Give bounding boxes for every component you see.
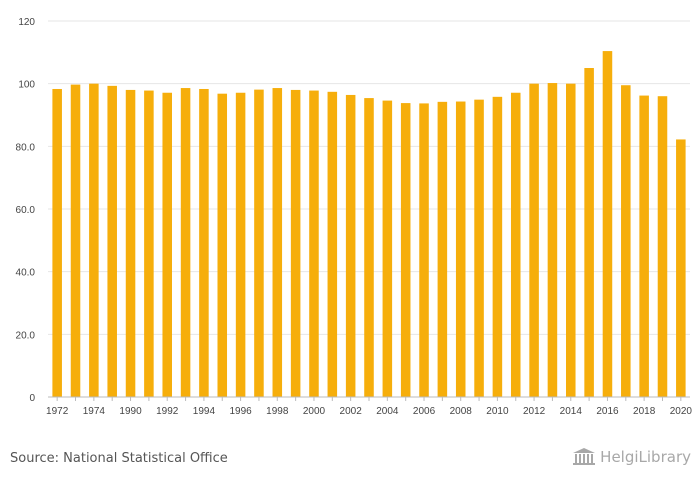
bar-1973[interactable] (70, 84, 81, 398)
x-tick-label: 2008 (450, 406, 473, 417)
bar-2009[interactable] (474, 99, 484, 398)
x-tick-label: 2016 (596, 406, 619, 417)
x-tick-label: 1974 (83, 406, 106, 417)
bar-2013[interactable] (547, 83, 558, 397)
bar-2008[interactable] (455, 101, 466, 397)
bar-2003[interactable] (364, 98, 374, 397)
bar-2000[interactable] (309, 90, 319, 397)
x-tick-label: 2002 (340, 406, 363, 417)
y-tick-label: 80.0 (16, 142, 36, 153)
footer: Source: National Statistical Office Helg… (0, 440, 700, 483)
bar-1972[interactable] (52, 88, 62, 398)
library-building-icon (573, 448, 596, 465)
y-tick-label: 20.0 (16, 330, 36, 341)
x-tick-label: 1994 (193, 406, 216, 417)
bar-1998[interactable] (272, 88, 283, 398)
bar-1992[interactable] (162, 92, 172, 397)
bar-1975[interactable] (107, 85, 117, 398)
bar-2017[interactable] (621, 85, 631, 397)
source-note: Source: National Statistical Office (10, 451, 228, 466)
bar-2016[interactable] (602, 51, 613, 397)
x-tick-label: 2004 (376, 406, 399, 417)
bar-1994[interactable] (199, 88, 209, 398)
y-tick-label: 100 (18, 80, 35, 91)
bar-2014[interactable] (566, 83, 576, 398)
bar-2019[interactable] (657, 96, 668, 397)
x-tick-label: 1998 (266, 406, 289, 417)
x-tick-label: 2006 (413, 406, 436, 417)
axes: 0 20.0 40.0 60.0 80.0 100 120 1972 1974 1990 1992 1… (16, 17, 693, 417)
bar-2004[interactable] (382, 100, 393, 397)
x-tick-label: 2010 (486, 406, 509, 417)
bar-1999[interactable] (290, 89, 301, 398)
bars (52, 51, 686, 398)
bar-2001[interactable] (327, 91, 338, 397)
bar-2012[interactable] (529, 83, 539, 398)
x-tick-label: 1996 (229, 406, 252, 417)
x-tick-label: 2012 (523, 406, 546, 417)
bar-2007[interactable] (437, 101, 448, 397)
bar-chart: 0 20.0 40.0 60.0 80.0 100 120 1972 1974 1990 1992 1… (16, 17, 693, 417)
bar-1990[interactable] (125, 89, 136, 398)
x-tick-label: 2018 (633, 406, 656, 417)
bar-2010[interactable] (492, 96, 503, 397)
x-tick-label: 2014 (560, 406, 583, 417)
bar-1996[interactable] (235, 92, 246, 397)
x-tick-label: 1972 (46, 406, 69, 417)
bar-1997[interactable] (254, 89, 264, 398)
x-tick-label: 2020 (670, 406, 693, 417)
y-tick-label: 120 (18, 17, 35, 28)
y-tick-label: 60.0 (16, 205, 36, 216)
x-tick-label: 1992 (156, 406, 179, 417)
helgi-library-logo[interactable]: HelgiLibrary (572, 448, 691, 466)
bar-2011[interactable] (510, 92, 521, 397)
bar-2006[interactable] (419, 103, 429, 397)
logo-text: HelgiLibrary (600, 448, 691, 466)
x-tick-label: 2000 (303, 406, 326, 417)
x-tick-label: 1990 (119, 406, 142, 417)
bar-2018[interactable] (639, 95, 649, 397)
y-tick-label: 40.0 (16, 268, 36, 279)
bar-1995[interactable] (217, 93, 228, 397)
bar-2005[interactable] (400, 103, 411, 397)
y-tick-label: 0 (29, 393, 35, 404)
bar-2015[interactable] (584, 68, 594, 397)
bar-2002[interactable] (345, 94, 356, 397)
bar-1974[interactable] (89, 83, 99, 398)
bar-1991[interactable] (144, 90, 154, 397)
bar-2020[interactable] (676, 139, 686, 397)
bar-1993[interactable] (180, 88, 191, 398)
